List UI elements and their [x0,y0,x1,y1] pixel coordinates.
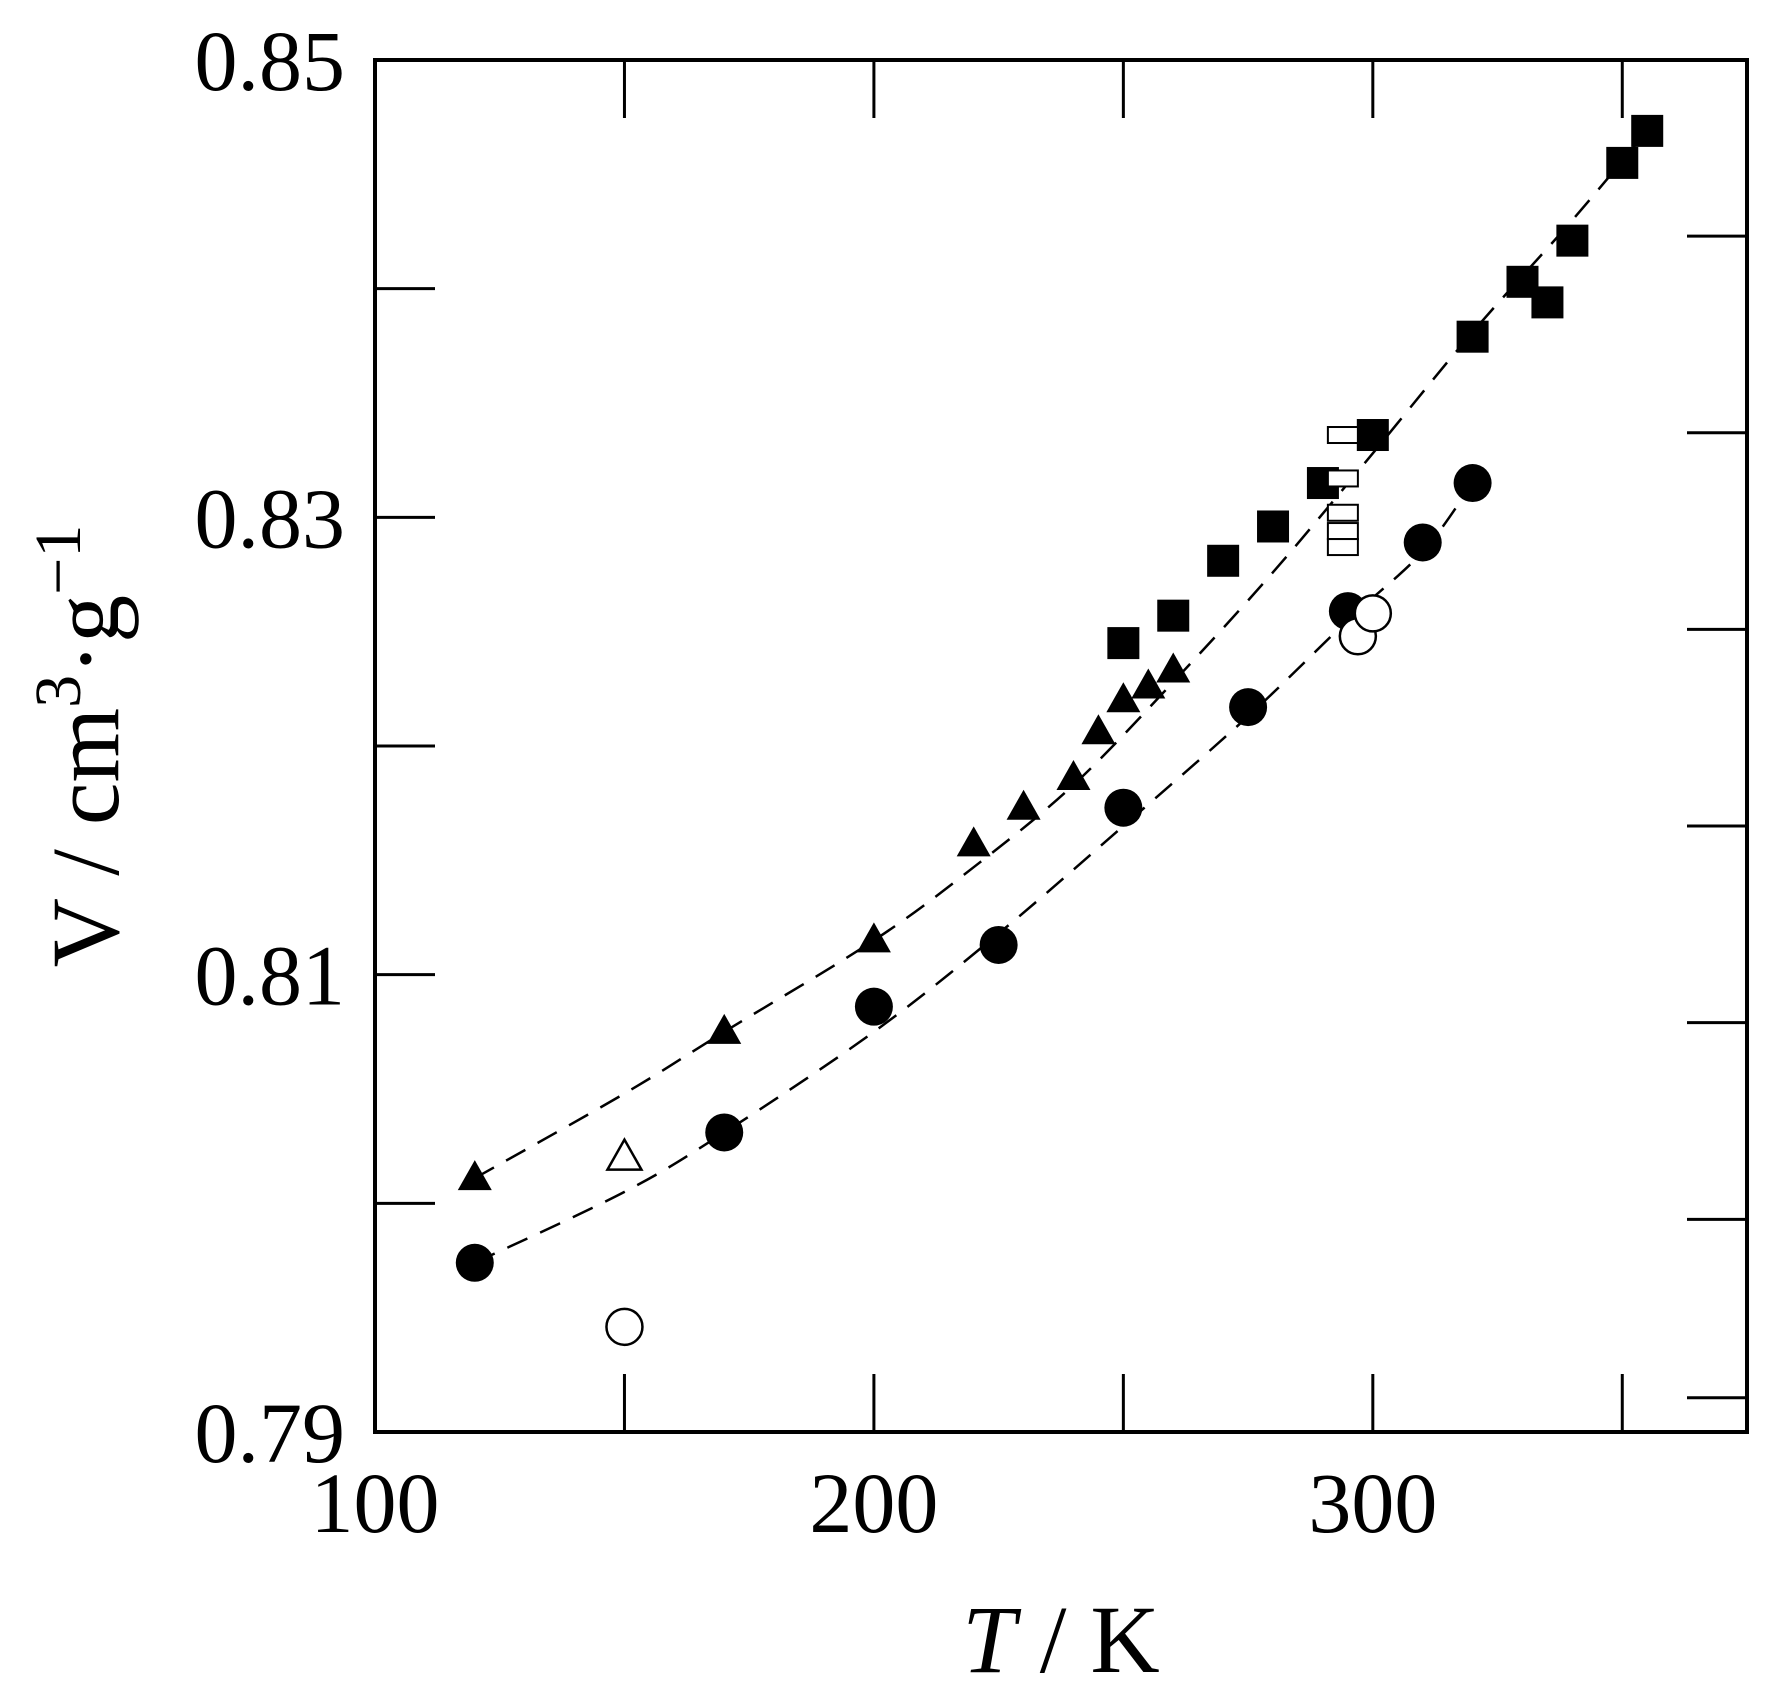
data-point-filled-square [1631,114,1664,147]
x-tick-label: 300 [1308,1455,1437,1551]
data-point-filled-circle [1453,464,1492,503]
x-tick-label: 200 [809,1455,938,1551]
data-point-open-circle [605,1307,644,1347]
data-point-filled-square [1157,599,1190,632]
data-point-filled-triangle [707,1013,742,1044]
data-point-filled-triangle [856,922,891,953]
data-point-filled-circle [979,925,1018,964]
data-point-filled-circle [455,1243,494,1282]
data-point-filled-square [1107,627,1140,660]
plot-frame [373,58,1749,1434]
y-tick-label: 0.85 [195,13,346,109]
data-point-filled-triangle [956,826,991,857]
y-tick-label: 0.83 [195,470,346,566]
y-axis-title-main: V / cm [32,708,139,968]
data-point-filled-triangle [1006,789,1041,820]
y-tick-label: 0.79 [195,1385,346,1481]
tick-labels: 100 200 300 0.79 0.81 0.83 0.85 [195,13,1438,1551]
data-point-open-square [1326,522,1359,541]
data-point-filled-square [1556,224,1589,257]
y-axis-title-sup1: 3 [22,675,95,708]
data-point-filled-triangle [1106,682,1141,713]
data-point-open-square [1326,469,1359,488]
data-point-filled-square [1356,419,1389,452]
data-point-filled-square [1257,510,1290,543]
data-point-filled-circle [1229,688,1268,727]
data-point-filled-triangle [1131,668,1166,699]
x-axis-title: T / K [962,1586,1159,1691]
data-point-open-square [1326,503,1359,522]
data-point-filled-square [1606,146,1639,179]
dashed-fit-line [474,130,1649,1180]
y-axis-title-sup2: −1 [22,525,95,595]
data-point-filled-square [1207,544,1240,577]
data-point-filled-square [1456,320,1489,353]
y-axis-title-mid: ·g [32,595,139,675]
y-axis-title: V / cm3·g−1 [22,525,139,968]
data-points [455,114,1664,1347]
data-point-filled-triangle [1056,760,1091,791]
data-point-filled-triangle [457,1160,492,1191]
data-point-open-triangle [605,1137,644,1171]
dashed-fit-lines [474,130,1649,1264]
data-point-open-circle [1353,594,1393,633]
axis-ticks [373,58,1747,1434]
data-point-open-square [1326,538,1359,557]
data-point-filled-triangle [1081,714,1116,745]
y-tick-label: 0.81 [195,928,346,1024]
data-point-filled-circle [1403,523,1442,562]
data-point-filled-circle [1104,788,1143,827]
data-point-filled-triangle [1156,652,1191,683]
x-axis-title-variable: T [962,1586,1022,1691]
data-point-open-square [1326,426,1359,445]
x-axis-title-unit: / K [1016,1586,1160,1691]
data-point-filled-circle [705,1113,744,1152]
data-point-filled-circle [854,987,893,1026]
data-point-filled-square [1531,286,1564,319]
x-tick-label: 100 [311,1455,440,1551]
